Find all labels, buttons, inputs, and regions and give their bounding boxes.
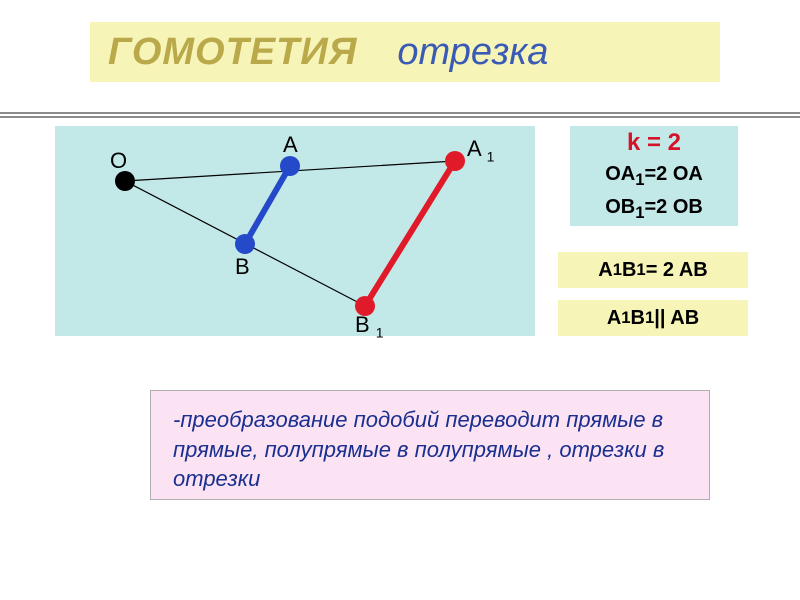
title-main: ГОМОТЕТИЯ — [108, 31, 357, 74]
diagram-area: OABA 1B 1 — [55, 126, 535, 336]
a1b1-parallel-box: A1B1 || AB — [558, 300, 748, 336]
description-text: преобразование подобий переводит прямые … — [173, 407, 664, 491]
k-value: k = 2 — [580, 129, 728, 157]
k-info-box: k = 2 OA1=2 OA OB1=2 OB — [570, 126, 738, 226]
divider-2 — [0, 116, 800, 118]
ob-relation: OB1=2 OB — [580, 196, 728, 223]
point-label-A: A — [283, 132, 298, 158]
point-label-O: O — [110, 148, 127, 174]
a1b1-length-box: A1B1= 2 AB — [558, 252, 748, 288]
point-label-B: B — [235, 254, 250, 280]
point-label-B1: B 1 — [355, 312, 384, 340]
divider-1 — [0, 112, 800, 114]
point-label-A1: A 1 — [467, 136, 494, 164]
title-bar: ГОМОТЕТИЯ отрезка — [90, 22, 720, 82]
oa-relation: OA1=2 OA — [580, 163, 728, 190]
title-sub: отрезка — [397, 31, 548, 74]
description-box: -преобразование подобий переводит прямые… — [150, 390, 710, 500]
